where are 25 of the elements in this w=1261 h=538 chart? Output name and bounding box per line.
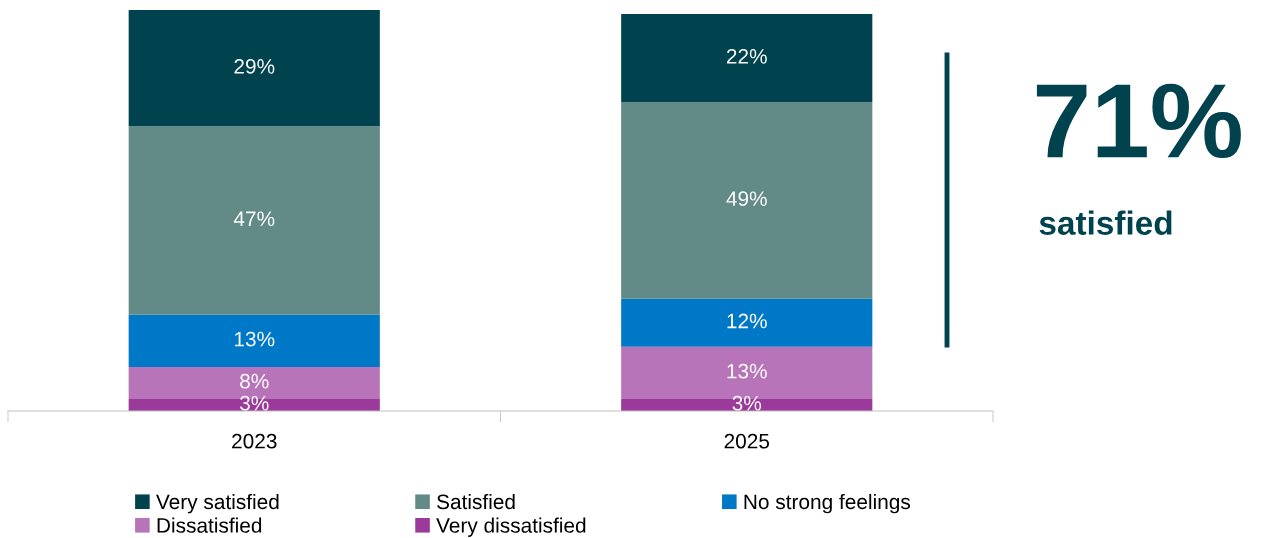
data-label: 3% xyxy=(239,395,269,411)
legend-label: Very dissatisfied xyxy=(436,517,586,537)
text: 71% xyxy=(1036,83,1241,159)
text: satisfied xyxy=(1039,210,1172,235)
bar xyxy=(621,102,873,299)
data-label: 12% xyxy=(727,313,767,329)
data-label: 49% xyxy=(726,191,767,207)
legend-label: Dissatisfied xyxy=(157,517,262,533)
data-label: 22% xyxy=(726,48,767,64)
bar xyxy=(621,298,873,347)
data-label: 29% xyxy=(234,58,275,74)
data-label: 13% xyxy=(727,363,767,379)
bar xyxy=(128,10,380,127)
bar xyxy=(128,126,380,315)
legend-label: Very satisfied xyxy=(156,493,279,514)
legend-label: Satisfied xyxy=(437,493,515,510)
data-label: 8% xyxy=(240,373,269,389)
bar xyxy=(128,314,380,367)
data-label: 13% xyxy=(234,331,275,347)
legend-label: No strong feelings xyxy=(744,493,911,514)
bar xyxy=(621,14,873,103)
data-label: 3% xyxy=(732,395,762,411)
data-label: 47% xyxy=(233,211,275,227)
x-tick-label: 2025 xyxy=(724,433,770,449)
x-tick-label: 2023 xyxy=(232,433,277,449)
